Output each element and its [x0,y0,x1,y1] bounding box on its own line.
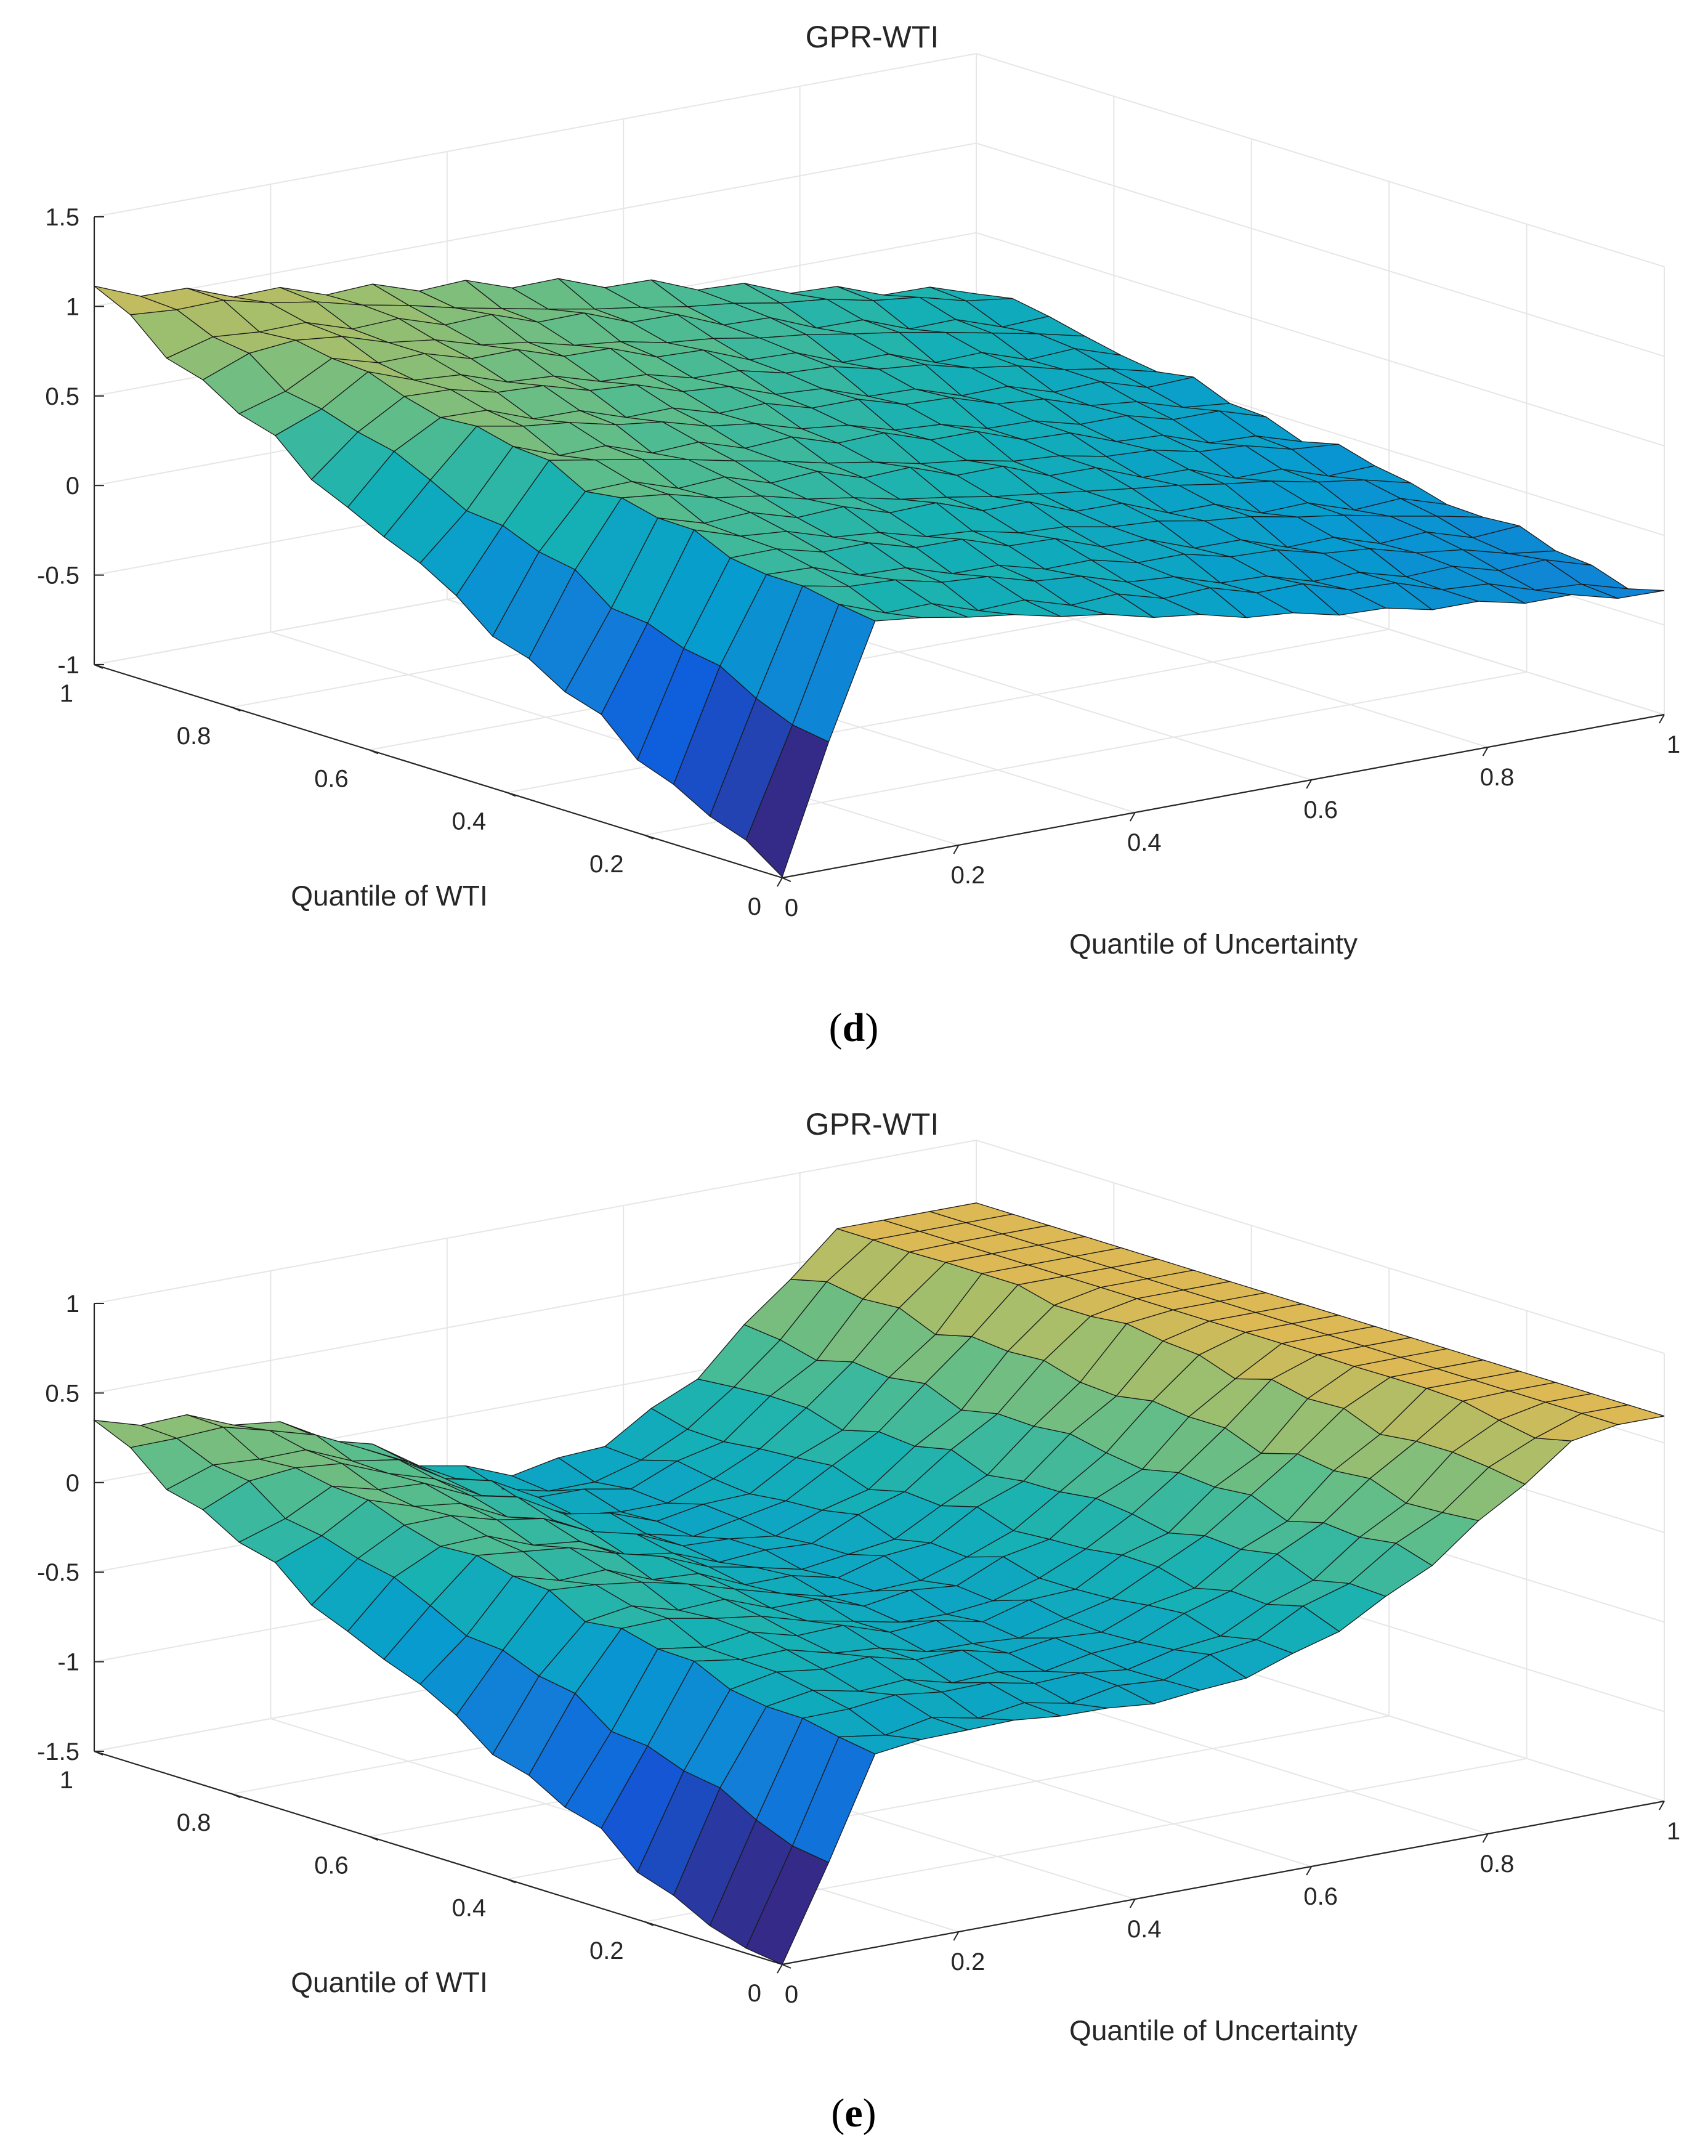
y-tick-label: 0.6 [314,1852,349,1879]
y-tick-label: 0.4 [452,808,487,835]
x-tick-label: 0.4 [1127,829,1162,856]
tick-labels: 00.20.40.60.8100.20.40.60.81-1.5-1-0.500… [37,1291,1680,2008]
surface [94,278,1665,878]
panel-caption: (e) [831,2091,876,2136]
z-tick-label: 1 [66,1291,79,1318]
axes [93,1303,1665,1966]
panel-e: 00.20.40.60.8100.20.40.60.81-1.5-1-0.500… [37,1107,1680,2136]
x-axis-line [782,1800,1665,1966]
x-tick-label: 0.2 [951,862,986,889]
y-tick-label: 0.8 [177,723,211,750]
tick-labels: 00.20.40.60.8100.20.40.60.81-1-0.500.511… [37,204,1680,922]
x-tick-label: 0 [785,1981,798,2008]
z-tick-label: -1.5 [37,1738,79,1765]
z-tick-label: 0 [66,1470,79,1497]
z-tick-label: 0.5 [45,1380,79,1407]
surface [92,1202,1665,1965]
chart-title: GPR-WTI [806,1107,939,1141]
y-tick-label: 0 [748,893,761,920]
x-tick-label: 1 [1667,1818,1680,1845]
y-axis-line [94,663,783,879]
axes [93,217,1665,879]
x-tick-label: 0.8 [1480,764,1515,791]
x-tick-label: 0.2 [951,1948,986,1976]
surface-patch [1581,583,1665,599]
z-tick-label: -1 [57,1649,79,1676]
x-axis-line [782,713,1665,879]
x-axis-label: Quantile of Uncertainty [1069,928,1358,960]
x-tick-label: 0 [785,894,798,922]
x-tick-label: 1 [1667,731,1680,758]
panel-caption: (d) [829,1005,879,1050]
y-axis-label: Quantile of WTI [291,880,488,912]
grid-line-z [94,52,1665,267]
y-tick-label: 0.6 [314,765,349,792]
chart-title: GPR-WTI [806,20,939,54]
y-tick-label: 1 [60,1767,73,1794]
y-tick-label: 0 [748,1980,761,2007]
z-tick-label: 0 [66,472,79,500]
x-tick-label: 0.8 [1480,1850,1515,1878]
surface-patch [1581,1404,1665,1425]
x-axis-label: Quantile of Uncertainty [1069,2014,1358,2046]
grid-line-floor [270,631,959,846]
x-tick-label: 0.6 [1303,796,1338,824]
z-tick-label: 1 [66,293,79,320]
y-axis-line [94,1750,783,1966]
y-axis-label: Quantile of WTI [291,1966,488,1998]
z-tick-label: 0.5 [45,383,79,410]
x-tick-label: 0.6 [1303,1883,1338,1910]
z-tick-label: 1.5 [45,204,79,231]
z-tick-label: -0.5 [37,562,79,590]
y-tick-label: 0.4 [452,1895,487,1922]
z-tick-label: -0.5 [37,1559,79,1586]
panel-d: 00.20.40.60.8100.20.40.60.81-1-0.500.511… [37,20,1680,1050]
y-tick-label: 0.8 [177,1809,211,1836]
y-tick-label: 1 [60,680,73,707]
y-tick-label: 0.2 [589,851,624,878]
x-tick-label: 0.4 [1127,1916,1162,1943]
z-tick-label: -1 [57,652,79,679]
y-tick-label: 0.2 [589,1937,624,1964]
